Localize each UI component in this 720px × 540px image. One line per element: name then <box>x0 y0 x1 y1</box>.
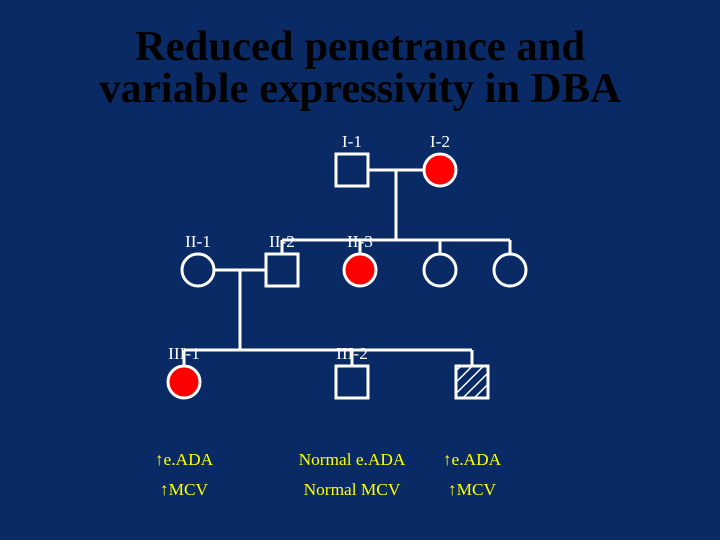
label-I-2: I-2 <box>410 132 470 152</box>
label-I-1: I-1 <box>322 132 382 152</box>
label-II-2: II-2 <box>252 232 312 252</box>
label-III-2: III-2 <box>322 344 382 364</box>
annot-col2-mcv: Normal MCV <box>292 480 412 500</box>
annot-col3-mcv: ↑MCV <box>412 480 532 500</box>
annot-col1-mcv: ↑MCV <box>124 480 244 500</box>
label-II-1: II-1 <box>168 232 228 252</box>
annot-col3-eada: ↑e.ADA <box>412 450 532 470</box>
label-II-3: II-3 <box>330 232 390 252</box>
annot-col1-eada: ↑e.ADA <box>124 450 244 470</box>
annot-col2-eada: Normal e.ADA <box>292 450 412 470</box>
label-III-1: III-1 <box>154 344 214 364</box>
